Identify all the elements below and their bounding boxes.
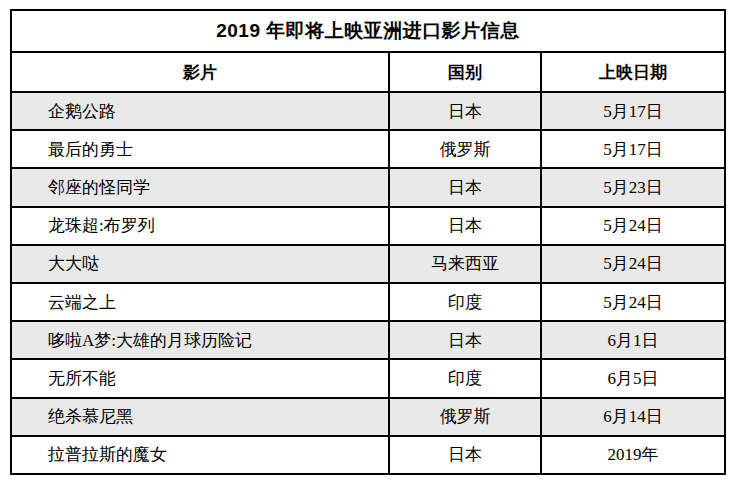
table-row: 最后的勇士俄罗斯5月17日 bbox=[11, 130, 725, 168]
country-cell: 马来西亚 bbox=[389, 245, 541, 283]
film-cell: 哆啦A梦:大雄的月球历险记 bbox=[11, 321, 389, 359]
date-cell: 2019年 bbox=[541, 436, 725, 474]
table-row: 大大哒马来西亚5月24日 bbox=[11, 245, 725, 283]
film-cell: 龙珠超:布罗列 bbox=[11, 207, 389, 245]
table-row: 拉普拉斯的魔女日本2019年 bbox=[11, 436, 725, 474]
column-header-film: 影片 bbox=[11, 52, 389, 92]
table-row: 云端之上印度5月24日 bbox=[11, 283, 725, 321]
table-row: 邻座的怪同学日本5月23日 bbox=[11, 168, 725, 206]
column-header-release-date: 上映日期 bbox=[541, 52, 725, 92]
table-row: 无所不能印度6月5日 bbox=[11, 359, 725, 397]
film-cell: 最后的勇士 bbox=[11, 130, 389, 168]
date-cell: 5月24日 bbox=[541, 245, 725, 283]
table-header-row: 影片 国别 上映日期 bbox=[11, 52, 725, 92]
table-title-row: 2019 年即将上映亚洲进口影片信息 bbox=[11, 10, 725, 52]
date-cell: 6月5日 bbox=[541, 359, 725, 397]
country-cell: 日本 bbox=[389, 168, 541, 206]
film-cell: 无所不能 bbox=[11, 359, 389, 397]
film-cell: 云端之上 bbox=[11, 283, 389, 321]
country-cell: 日本 bbox=[389, 321, 541, 359]
film-cell: 绝杀慕尼黑 bbox=[11, 398, 389, 436]
date-cell: 5月24日 bbox=[541, 283, 725, 321]
country-cell: 俄罗斯 bbox=[389, 130, 541, 168]
table-row: 绝杀慕尼黑俄罗斯6月14日 bbox=[11, 398, 725, 436]
date-cell: 5月24日 bbox=[541, 207, 725, 245]
country-cell: 日本 bbox=[389, 207, 541, 245]
country-cell: 印度 bbox=[389, 283, 541, 321]
date-cell: 5月23日 bbox=[541, 168, 725, 206]
date-cell: 6月1日 bbox=[541, 321, 725, 359]
date-cell: 6月14日 bbox=[541, 398, 725, 436]
table-title: 2019 年即将上映亚洲进口影片信息 bbox=[11, 10, 725, 52]
country-cell: 日本 bbox=[389, 436, 541, 474]
film-cell: 大大哒 bbox=[11, 245, 389, 283]
date-cell: 5月17日 bbox=[541, 130, 725, 168]
film-cell: 邻座的怪同学 bbox=[11, 168, 389, 206]
country-cell: 日本 bbox=[389, 92, 541, 130]
column-header-country: 国别 bbox=[389, 52, 541, 92]
date-cell: 5月17日 bbox=[541, 92, 725, 130]
film-schedule-table: 2019 年即将上映亚洲进口影片信息 影片 国别 上映日期 企鹅公路日本5月17… bbox=[10, 9, 726, 475]
film-cell: 企鹅公路 bbox=[11, 92, 389, 130]
table-row: 龙珠超:布罗列日本5月24日 bbox=[11, 207, 725, 245]
table-body: 企鹅公路日本5月17日最后的勇士俄罗斯5月17日邻座的怪同学日本5月23日龙珠超… bbox=[11, 92, 725, 474]
film-cell: 拉普拉斯的魔女 bbox=[11, 436, 389, 474]
country-cell: 印度 bbox=[389, 359, 541, 397]
table-row: 企鹅公路日本5月17日 bbox=[11, 92, 725, 130]
country-cell: 俄罗斯 bbox=[389, 398, 541, 436]
table-row: 哆啦A梦:大雄的月球历险记日本6月1日 bbox=[11, 321, 725, 359]
table-head: 2019 年即将上映亚洲进口影片信息 影片 国别 上映日期 bbox=[11, 10, 725, 92]
